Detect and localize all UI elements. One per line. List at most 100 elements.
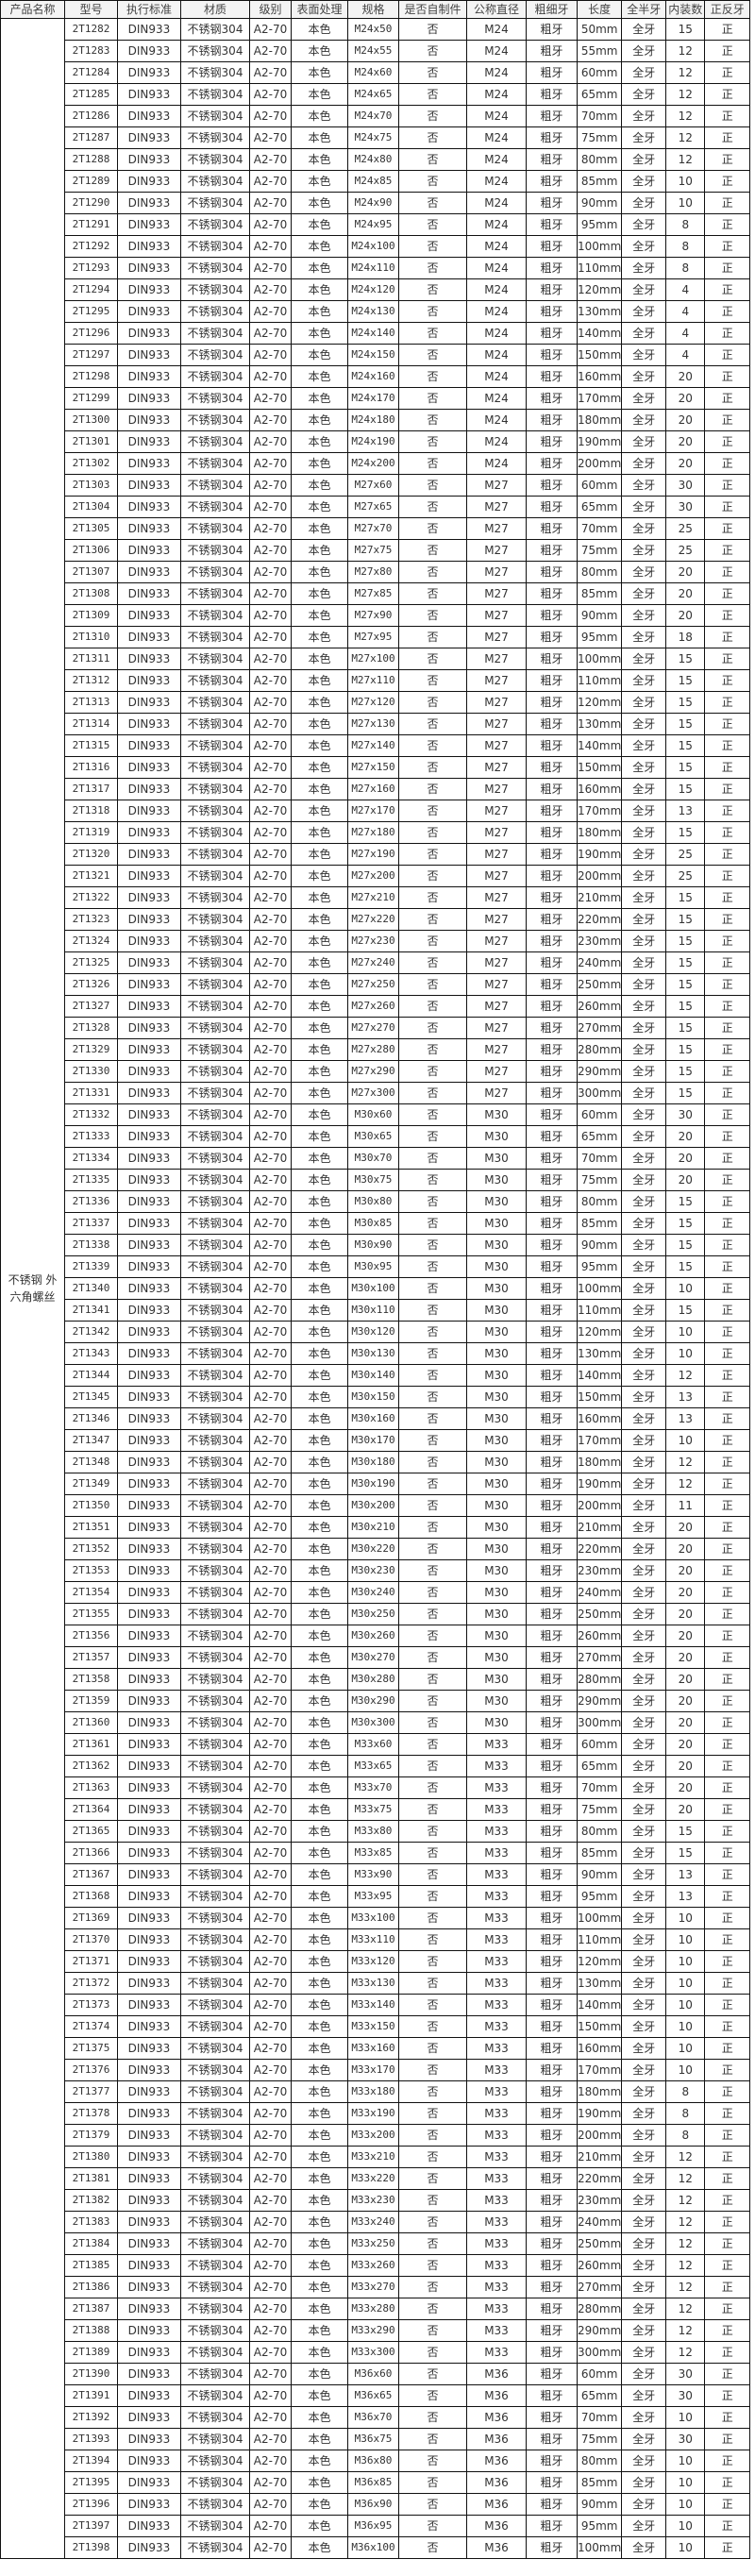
self-made-cell: 否 xyxy=(398,322,467,345)
direction-cell: 正 xyxy=(704,2428,751,2450)
grade-cell: A2-70 xyxy=(249,1907,292,1929)
thread-pitch-cell: 粗牙 xyxy=(526,1842,578,1864)
material-cell: 不锈钢304 xyxy=(180,18,250,41)
surface-cell: 本色 xyxy=(291,1950,348,1973)
surface-cell: 本色 xyxy=(291,1755,348,1777)
standard-cell: DIN933 xyxy=(117,2059,181,2081)
self-made-cell: 否 xyxy=(398,539,467,562)
material-cell: 不锈钢304 xyxy=(180,2428,250,2450)
grade-cell: A2-70 xyxy=(249,1255,292,1278)
model-cell: 2T1298 xyxy=(64,365,118,388)
diameter-cell: M33 xyxy=(466,2124,527,2147)
surface-cell: 本色 xyxy=(291,61,348,84)
standard-cell: DIN933 xyxy=(117,1190,181,1213)
pack-qty-cell: 12 xyxy=(665,148,706,171)
thread-type-cell: 全牙 xyxy=(621,2536,667,2559)
direction-cell: 正 xyxy=(704,1212,751,1235)
pack-qty-cell: 15 xyxy=(665,713,706,735)
standard-cell: DIN933 xyxy=(117,430,181,453)
pack-qty-cell: 20 xyxy=(665,1755,706,1777)
grade-cell: A2-70 xyxy=(249,170,292,193)
pack-qty-cell: 15 xyxy=(665,1820,706,1843)
surface-cell: 本色 xyxy=(291,1994,348,2016)
pack-qty-cell: 15 xyxy=(665,995,706,1018)
model-cell: 2T1351 xyxy=(64,1516,118,1539)
thread-pitch-cell: 粗牙 xyxy=(526,344,578,366)
table-row: 2T1352 DIN933 不锈钢304 A2-70 本色 M30x220 否 M30 粗牙 22… xyxy=(1,1538,751,1560)
standard-cell: DIN933 xyxy=(117,517,181,540)
material-cell: 不锈钢304 xyxy=(180,2341,250,2364)
material-cell: 不锈钢304 xyxy=(180,1234,250,1256)
thread-pitch-cell: 粗牙 xyxy=(526,1690,578,1712)
diameter-cell: M33 xyxy=(466,1755,527,1777)
thread-pitch-cell: 粗牙 xyxy=(526,1994,578,2016)
table-row: 2T1342 DIN933 不锈钢304 A2-70 本色 M30x120 否 M30 粗牙 12… xyxy=(1,1321,751,1343)
material-cell: 不锈钢304 xyxy=(180,257,250,279)
model-cell: 2T1311 xyxy=(64,648,118,670)
thread-type-cell: 全牙 xyxy=(621,1429,667,1452)
grade-cell: A2-70 xyxy=(249,1516,292,1539)
standard-cell: DIN933 xyxy=(117,734,181,757)
model-cell: 2T1353 xyxy=(64,1559,118,1582)
thread-pitch-cell: 粗牙 xyxy=(526,951,578,974)
table-row: 2T1334 DIN933 不锈钢304 A2-70 本色 M30x70 否 M30 粗牙 70m… xyxy=(1,1147,751,1170)
table-row: 2T1361 DIN933 不锈钢304 A2-70 本色 M33x60 否 M33 粗牙 60m… xyxy=(1,1733,751,1756)
self-made-cell: 否 xyxy=(398,474,467,497)
spec-cell: M27x240 xyxy=(347,951,399,974)
standard-cell: DIN933 xyxy=(117,344,181,366)
pack-qty-cell: 20 xyxy=(665,1603,706,1625)
material-cell: 不锈钢304 xyxy=(180,908,250,931)
thread-type-cell: 全牙 xyxy=(621,626,667,648)
thread-pitch-cell: 粗牙 xyxy=(526,908,578,931)
table-row: 2T1377 DIN933 不锈钢304 A2-70 本色 M33x180 否 M33 粗牙 18… xyxy=(1,2080,751,2103)
direction-cell: 正 xyxy=(704,2037,751,2060)
length-cell: 230mm xyxy=(576,2189,623,2212)
table-row: 2T1397 DIN933 不锈钢304 A2-70 本色 M36x95 否 M36 粗牙 95m… xyxy=(1,2515,751,2537)
thread-type-cell: 全牙 xyxy=(621,1451,667,1473)
diameter-cell: M30 xyxy=(466,1473,527,1495)
material-cell: 不锈钢304 xyxy=(180,409,250,431)
surface-cell: 本色 xyxy=(291,105,348,127)
material-cell: 不锈钢304 xyxy=(180,105,250,127)
model-cell: 2T1370 xyxy=(64,1928,118,1951)
material-cell: 不锈钢304 xyxy=(180,821,250,844)
thread-type-cell: 全牙 xyxy=(621,148,667,171)
thread-type-cell: 全牙 xyxy=(621,257,667,279)
table-row: 2T1379 DIN933 不锈钢304 A2-70 本色 M33x200 否 M33 粗牙 20… xyxy=(1,2124,751,2147)
material-cell: 不锈钢304 xyxy=(180,713,250,735)
surface-cell: 本色 xyxy=(291,865,348,887)
thread-pitch-cell: 粗牙 xyxy=(526,1386,578,1408)
material-cell: 不锈钢304 xyxy=(180,1994,250,2016)
pack-qty-cell: 15 xyxy=(665,669,706,692)
model-cell: 2T1316 xyxy=(64,756,118,779)
table-row: 2T1297 DIN933 不锈钢304 A2-70 本色 M24x150 否 M24 粗牙 15… xyxy=(1,344,751,366)
pack-qty-cell: 12 xyxy=(665,2232,706,2255)
length-cell: 180mm xyxy=(576,409,623,431)
spec-cell: M24x130 xyxy=(347,300,399,323)
pack-qty-cell: 10 xyxy=(665,1321,706,1343)
pack-qty-cell: 10 xyxy=(665,1907,706,1929)
spec-cell: M36x75 xyxy=(347,2428,399,2450)
diameter-cell: M27 xyxy=(466,734,527,757)
standard-cell: DIN933 xyxy=(117,257,181,279)
material-cell: 不锈钢304 xyxy=(180,1907,250,1929)
length-cell: 70mm xyxy=(576,517,623,540)
model-cell: 2T1365 xyxy=(64,1820,118,1843)
material-cell: 不锈钢304 xyxy=(180,387,250,410)
pack-qty-cell: 4 xyxy=(665,278,706,301)
surface-cell: 本色 xyxy=(291,2276,348,2298)
direction-cell: 正 xyxy=(704,539,751,562)
length-cell: 130mm xyxy=(576,1342,623,1365)
standard-cell: DIN933 xyxy=(117,604,181,627)
spec-cell: M27x150 xyxy=(347,756,399,779)
direction-cell: 正 xyxy=(704,1559,751,1582)
self-made-cell: 否 xyxy=(398,843,467,866)
standard-cell: DIN933 xyxy=(117,669,181,692)
surface-cell: 本色 xyxy=(291,2515,348,2537)
thread-type-cell: 全牙 xyxy=(621,2167,667,2190)
spec-cell: M36x100 xyxy=(347,2536,399,2559)
spec-cell: M24x120 xyxy=(347,278,399,301)
pack-qty-cell: 15 xyxy=(665,1255,706,1278)
length-cell: 75mm xyxy=(576,2428,623,2450)
pack-qty-cell: 25 xyxy=(665,517,706,540)
